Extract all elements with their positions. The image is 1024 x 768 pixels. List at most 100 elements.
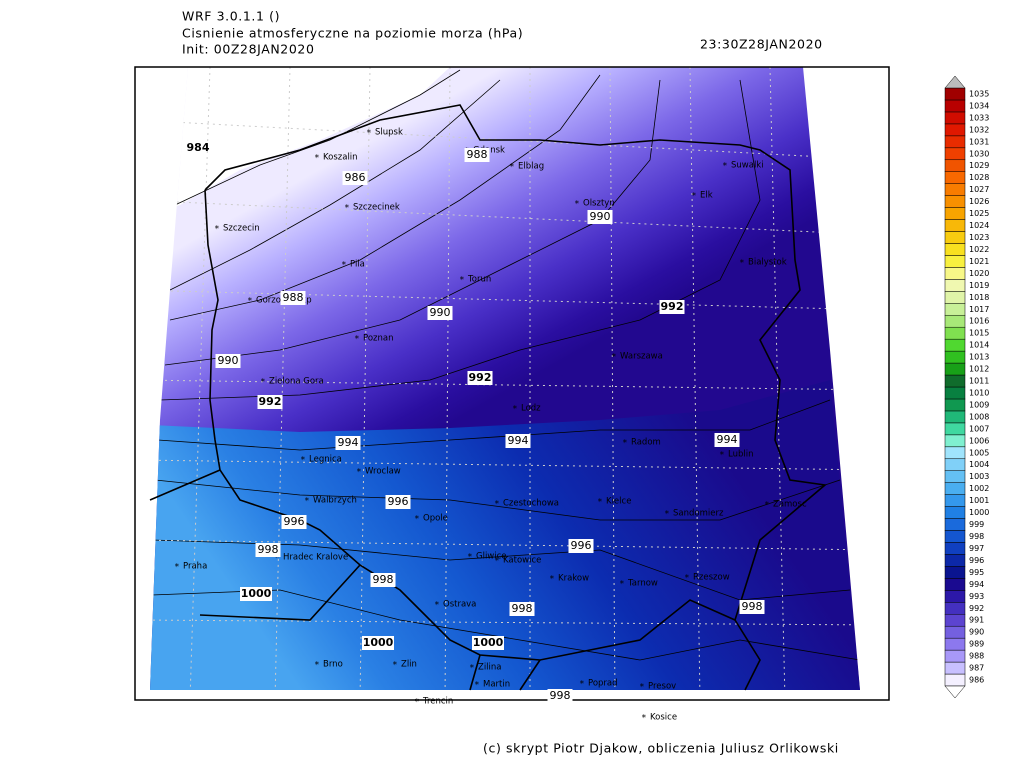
colorbar-cell xyxy=(944,99,966,113)
colorbar-cell xyxy=(944,566,966,579)
city-name: Pila xyxy=(350,260,365,270)
city-marker: * xyxy=(215,225,219,235)
city-name: Legnica xyxy=(309,455,342,465)
colorbar-label: 1019 xyxy=(969,281,989,290)
city-marker: * xyxy=(620,580,624,590)
contour-label: 996 xyxy=(571,539,592,552)
colorbar-cell xyxy=(944,231,966,244)
city-marker: * xyxy=(345,204,349,214)
colorbar-cell xyxy=(944,613,966,627)
contour-label: 996 xyxy=(284,515,305,528)
colorbar-label: 991 xyxy=(969,616,984,625)
colorbar-label: 1008 xyxy=(969,412,989,421)
contour-label: 994 xyxy=(508,434,529,447)
colorbar-label: 1011 xyxy=(969,377,989,386)
colorbar-cell xyxy=(944,458,966,471)
colorbar-label: 1009 xyxy=(969,400,989,409)
contour-label-box xyxy=(659,300,685,314)
city-marker: * xyxy=(261,378,265,388)
colorbar-cell xyxy=(944,255,966,268)
contour-label: 1000 xyxy=(473,636,504,649)
colorbar-label: 996 xyxy=(969,556,984,565)
city-marker: * xyxy=(513,405,517,415)
city-marker: * xyxy=(470,664,474,674)
contour-label: 986 xyxy=(345,171,366,184)
colorbar-cell xyxy=(944,590,966,603)
colorbar-label: 1005 xyxy=(969,448,989,457)
colorbar-label: 998 xyxy=(969,532,984,541)
city-name: Zilina xyxy=(478,663,502,673)
colorbar-cell xyxy=(944,446,966,460)
colorbar: 986 987 988 989 990 991 992 993 994 995 996 997 998 9… xyxy=(944,75,989,699)
city-name: Presov xyxy=(648,682,676,692)
colorbar-label: 1003 xyxy=(969,472,989,481)
colorbar-cell xyxy=(944,219,966,232)
colorbar-label: 1022 xyxy=(969,245,989,254)
city-marker: * xyxy=(495,500,499,510)
city-name: Opole xyxy=(423,514,448,524)
city-name: Slupsk xyxy=(375,128,403,138)
city-name: Kielce xyxy=(606,497,631,507)
colorbar-label: 992 xyxy=(969,604,984,613)
contour-label: 992 xyxy=(469,371,492,384)
colorbar-label: 1032 xyxy=(969,125,989,134)
colorbar-cell xyxy=(944,183,966,196)
contour-label: 984 xyxy=(187,141,210,154)
colorbar-label: 1015 xyxy=(969,329,989,338)
colorbar-cell xyxy=(944,518,966,531)
field-south xyxy=(150,380,860,690)
colorbar-cell xyxy=(944,267,966,280)
city-name: Zlin xyxy=(401,660,417,670)
init-time: Init: 00Z28JAN2020 xyxy=(182,42,315,57)
colorbar-cell xyxy=(944,649,966,663)
contour-label-box xyxy=(215,354,241,368)
colorbar-label: 997 xyxy=(969,544,984,553)
city-name: Lodz xyxy=(521,404,541,414)
colorbar-label: 1018 xyxy=(969,293,989,302)
contour-label: 1000 xyxy=(363,636,394,649)
city-name: Hradec Kralove xyxy=(283,553,348,563)
city-name: Warszawa xyxy=(620,352,663,362)
contour-label: 992 xyxy=(661,300,684,313)
city-marker: * xyxy=(460,276,464,286)
city-marker: * xyxy=(301,456,305,466)
city-name: Szczecinek xyxy=(353,203,400,213)
contour-label: 998 xyxy=(258,543,279,556)
pressure-field xyxy=(150,67,860,690)
city-name: Ostrava xyxy=(443,600,476,610)
city-name: Lublin xyxy=(728,450,753,460)
city-name: Koszalin xyxy=(323,153,358,163)
colorbar-label: 1007 xyxy=(969,424,989,433)
colorbar-label: 994 xyxy=(969,580,984,589)
colorbar-cell xyxy=(944,338,966,352)
city-marker: * xyxy=(550,575,554,585)
colorbar-cap-top xyxy=(944,75,966,89)
city-name: Zielona Gora xyxy=(269,377,324,387)
city-marker: * xyxy=(367,129,371,139)
map-frame xyxy=(134,66,890,701)
city-name: Elblag xyxy=(518,162,544,172)
colorbar-label: 1035 xyxy=(969,89,989,98)
colorbar-label: 987 xyxy=(969,664,984,673)
contour-label-box xyxy=(255,543,281,557)
contour-labels: 984 986 988 990 988 990 992 990 992 992 994 994 994 9… xyxy=(187,141,765,703)
city-marker: * xyxy=(740,259,744,269)
contour-label: 998 xyxy=(742,600,763,613)
colorbar-cell xyxy=(944,159,966,172)
borders xyxy=(149,104,827,691)
contour-label: 990 xyxy=(430,306,451,319)
model-name: WRF 3.0.1.1 () xyxy=(182,9,280,24)
colorbar-cell xyxy=(944,673,966,687)
contour-label-box xyxy=(467,371,493,385)
city-name: Poprad xyxy=(588,679,618,689)
colorbar-label: 1014 xyxy=(969,341,989,350)
colorbar-label: 1012 xyxy=(969,365,989,374)
city-name: Praha xyxy=(183,562,207,572)
city-name: Krakow xyxy=(558,574,589,584)
city-marker: * xyxy=(315,154,319,164)
colorbar-cell xyxy=(944,422,966,436)
colorbar-cell xyxy=(944,362,966,376)
colorbar-label: 990 xyxy=(969,628,984,637)
contour-label-box xyxy=(342,171,368,185)
city-name: Rzeszow xyxy=(693,573,730,583)
